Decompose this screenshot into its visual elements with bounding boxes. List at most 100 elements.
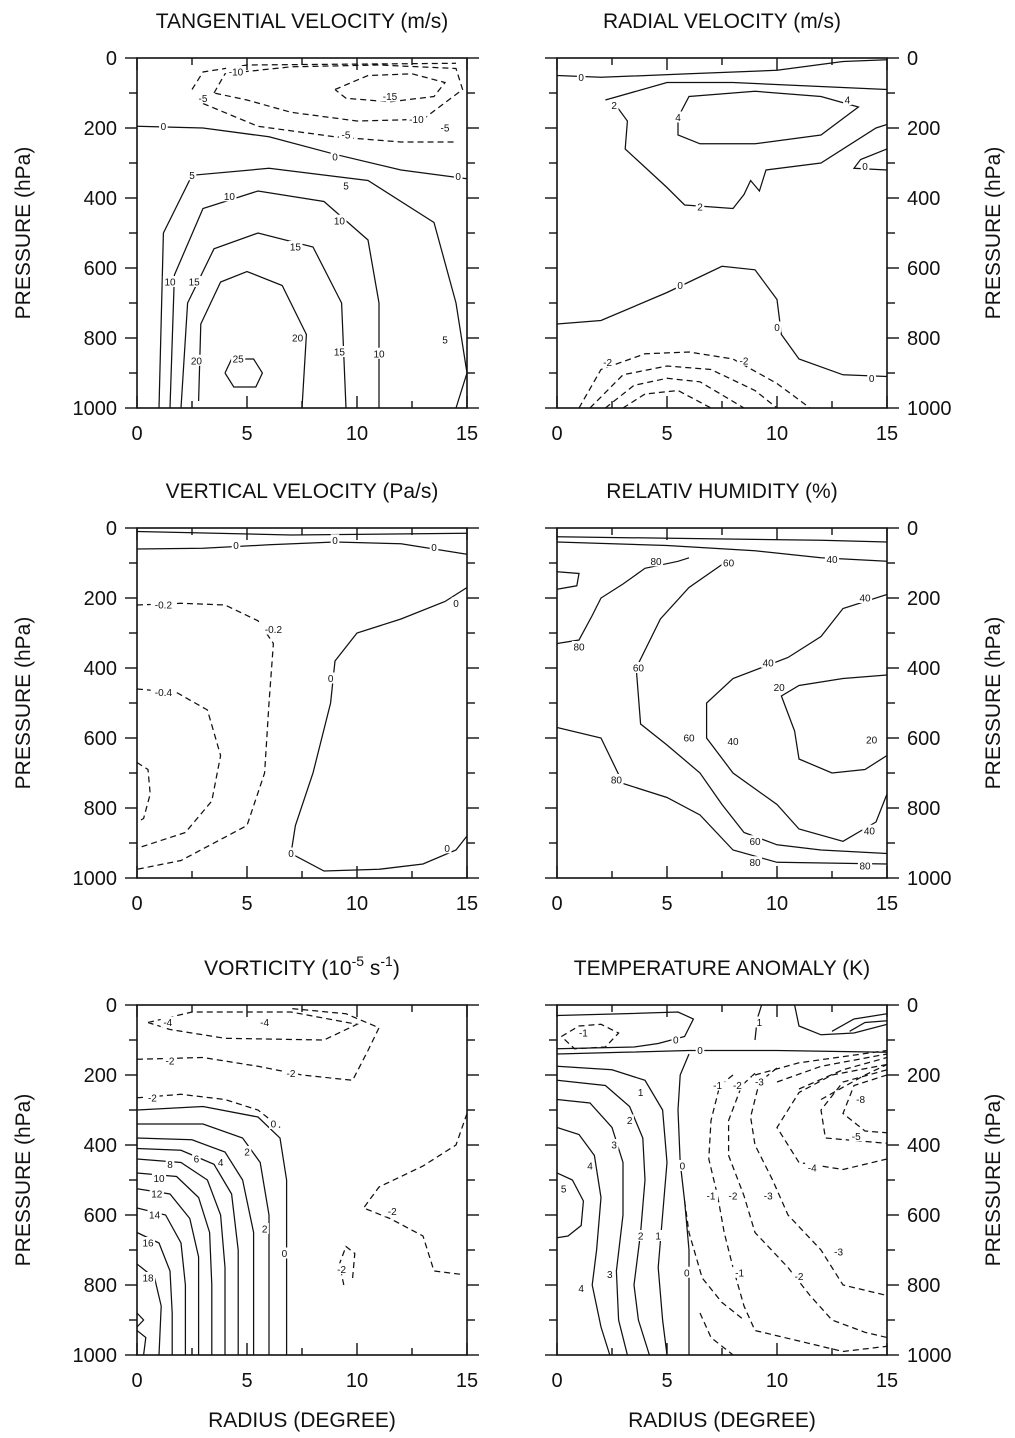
x-tick-label: 5	[661, 423, 672, 445]
contour-label: 80	[611, 776, 623, 787]
contour-line	[557, 1049, 887, 1055]
y-axis-label: PRESSURE (hPa)	[12, 1094, 35, 1267]
x-tick-label: 0	[551, 893, 562, 915]
contour-line	[557, 1079, 650, 1355]
y-tick-label: 1000	[907, 398, 952, 420]
y-tick-label: 400	[907, 188, 940, 210]
contour-line	[557, 1065, 668, 1355]
contour-group	[137, 62, 467, 408]
contour-line	[557, 265, 887, 378]
contour-line	[137, 1123, 270, 1355]
contour-label: 0	[673, 1036, 679, 1047]
contour-line	[137, 541, 467, 555]
contour-line	[677, 1053, 690, 1355]
contour-label: 0	[869, 374, 875, 385]
y-tick-label: 600	[84, 258, 117, 280]
contour-line	[842, 1074, 887, 1134]
contour-label: -2	[740, 356, 749, 367]
contour-label: 80	[573, 643, 585, 654]
x-tick-label: 15	[456, 423, 478, 445]
contour-line	[852, 148, 887, 171]
contour-label: -1	[579, 1029, 588, 1040]
contour-line	[137, 1231, 173, 1355]
x-tick-label: 5	[241, 1370, 252, 1392]
x-tick-label: 5	[661, 1370, 672, 1392]
contour-line	[557, 1172, 585, 1239]
contour-line	[180, 232, 347, 408]
contour-line	[137, 1312, 145, 1328]
contour-line	[557, 1098, 629, 1355]
contour-label: 1	[655, 1232, 661, 1243]
contour-line	[334, 73, 447, 103]
contour-label: 2	[244, 1148, 250, 1159]
contour-line	[137, 125, 467, 180]
contour-label: 0	[444, 844, 450, 855]
contour-line	[197, 270, 308, 408]
contour-label: 0	[282, 1249, 288, 1260]
contour-label: 4	[675, 113, 681, 124]
contour-label: -2	[148, 1093, 157, 1104]
contour-label: -4	[808, 1163, 817, 1174]
contour-label: 20	[191, 356, 203, 367]
contour-label: -2	[603, 358, 612, 369]
y-axis-label: PRESSURE (hPa)	[982, 617, 1005, 790]
contour-line	[137, 1093, 281, 1128]
contour-label: 1	[638, 1088, 644, 1099]
x-tick-label: 10	[346, 423, 368, 445]
y-tick-label: 200	[907, 1065, 940, 1087]
contour-label: -4	[260, 1018, 269, 1029]
x-tick-label: 15	[456, 1370, 478, 1392]
contour-line	[820, 1069, 887, 1144]
x-tick-label: 0	[551, 423, 562, 445]
contour-label: 2	[627, 1116, 633, 1127]
contour-label: -2	[287, 1069, 296, 1080]
contour-label: 3	[611, 1141, 617, 1152]
x-tick-label: 0	[131, 893, 142, 915]
contour-label: 0	[328, 674, 334, 685]
contour-label: -8	[856, 1095, 865, 1106]
panel-1: TANGENTIAL VELOCITY (m/s) -15 -10 -10 -5 -5 -5…	[12, 10, 479, 445]
contour-label: 4	[578, 1284, 584, 1295]
contour-line	[137, 1172, 213, 1355]
contour-line	[776, 1063, 887, 1171]
contour-label: 20	[292, 334, 304, 345]
contour-group	[137, 1007, 467, 1355]
contour-label: 14	[149, 1211, 161, 1222]
contour-group	[137, 530, 467, 872]
contour-label: -2	[729, 1191, 738, 1202]
y-tick-label: 600	[907, 1205, 940, 1227]
contour-line	[137, 1007, 380, 1081]
y-tick-label: 0	[907, 518, 918, 540]
contour-label: -10	[409, 115, 424, 126]
contour-label: -5	[852, 1132, 861, 1143]
contour-label: -2	[166, 1057, 175, 1068]
contour-line	[213, 64, 464, 122]
y-tick-label: 0	[907, 48, 918, 70]
contour-label: 0	[271, 1120, 277, 1131]
contour-label: -0.4	[155, 688, 173, 699]
contour-label: 5	[561, 1184, 567, 1195]
contour-label: -2	[337, 1265, 346, 1276]
contour-label: 40	[826, 555, 838, 566]
contour-line	[705, 593, 887, 842]
contour-label: 10	[334, 216, 346, 227]
plot-frame	[136, 1004, 468, 1356]
x-tick-label: 10	[766, 1370, 788, 1392]
panel-title: RADIAL VELOCITY (m/s)	[603, 10, 841, 33]
x-tick-label: 10	[346, 1370, 368, 1392]
contour-line	[169, 190, 380, 408]
contour-label: -3	[764, 1191, 773, 1202]
contour-label: 0	[774, 323, 780, 334]
contour-line	[776, 1053, 887, 1083]
x-tick-label: 5	[241, 893, 252, 915]
contour-label: 8	[167, 1160, 173, 1171]
contour-label: 0	[453, 599, 459, 610]
contour-label: -2	[388, 1207, 397, 1218]
x-tick-label: 15	[876, 423, 898, 445]
x-tick-label: 15	[456, 893, 478, 915]
contour-label: 10	[153, 1174, 165, 1185]
y-tick-label: 0	[106, 995, 117, 1017]
contour-line	[137, 1330, 147, 1355]
contour-line	[635, 562, 887, 855]
contour-line	[622, 389, 712, 408]
